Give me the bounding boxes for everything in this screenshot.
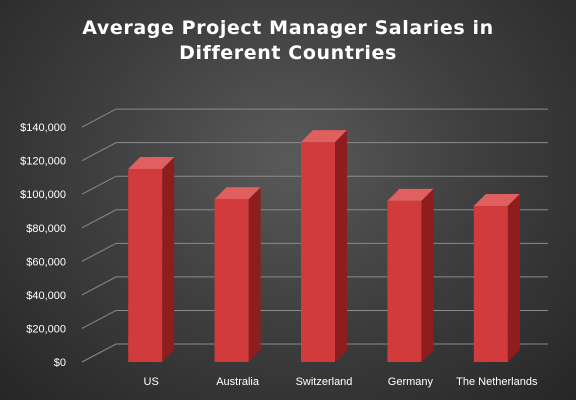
- bar-side: [162, 157, 175, 362]
- bar-top: [387, 188, 434, 201]
- y-tick-label: $60,000: [26, 256, 66, 268]
- y-tick-label: $100,000: [20, 189, 66, 201]
- x-tick-label: Germany: [388, 376, 434, 388]
- bar-side: [507, 193, 520, 362]
- bar-side: [335, 130, 347, 362]
- y-tick-label: $120,000: [20, 156, 66, 168]
- bar-side: [421, 188, 434, 362]
- bar-top: [214, 187, 261, 200]
- x-tick-label: US: [144, 376, 159, 388]
- x-tick-label: The Netherlands: [456, 376, 538, 388]
- y-tick-label: $140,000: [20, 122, 66, 134]
- bar-top: [301, 130, 347, 143]
- gridline: [81, 142, 548, 162]
- bar: [301, 142, 335, 362]
- bar-side: [248, 187, 261, 362]
- bar-top: [128, 157, 175, 170]
- gridline: [81, 108, 548, 128]
- bar: [214, 199, 249, 362]
- bar: [128, 169, 163, 362]
- chart-title-line-1: Average Project Manager Salaries in: [82, 17, 494, 39]
- y-tick-label: $40,000: [26, 290, 66, 302]
- y-tick-label: $0: [54, 357, 66, 369]
- y-tick-label: $20,000: [26, 323, 66, 335]
- x-tick-label: Switzerland: [296, 376, 353, 388]
- y-tick-label: $80,000: [26, 223, 66, 235]
- gridline: [81, 175, 548, 195]
- bar: [387, 200, 422, 362]
- bar: [473, 205, 508, 362]
- chart-title-line-2: Different Countries: [179, 42, 397, 64]
- bar-top: [473, 193, 520, 206]
- x-tick-label: Australia: [216, 376, 260, 388]
